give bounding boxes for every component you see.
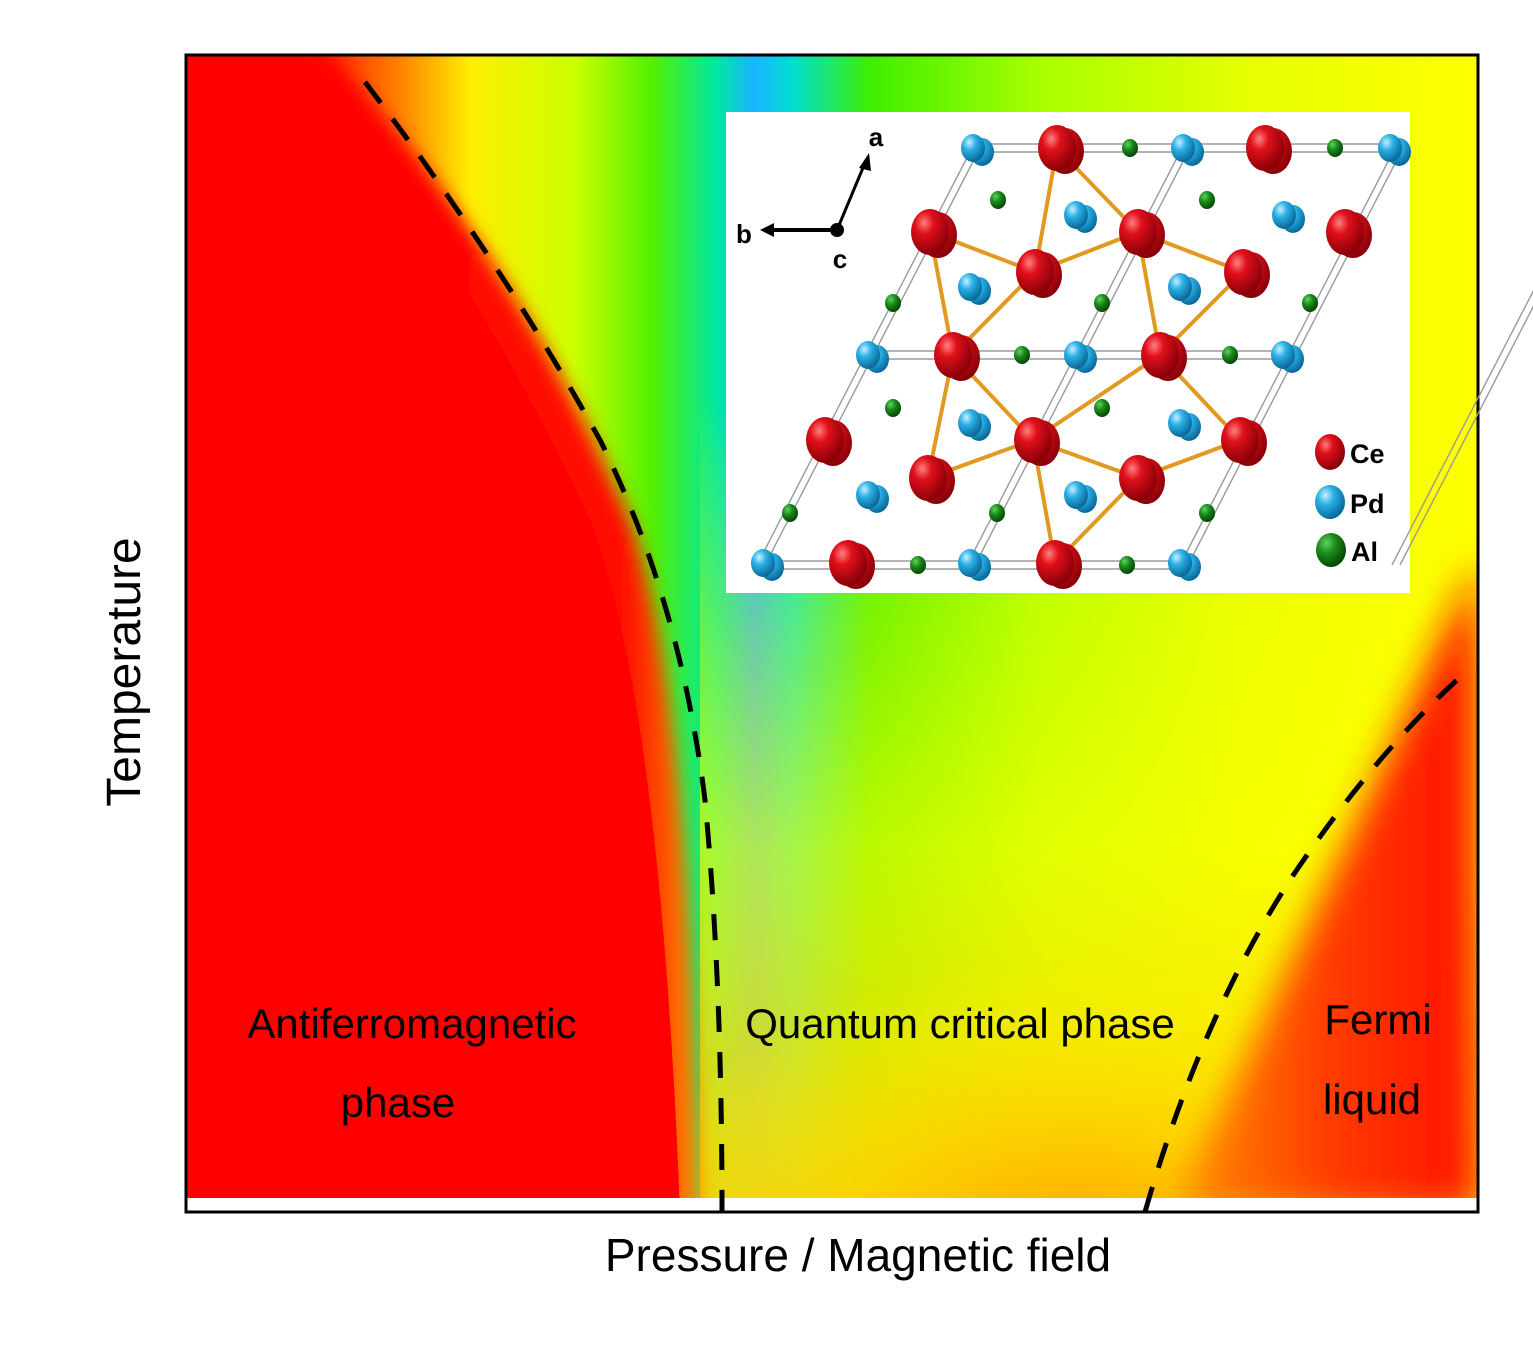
legend-pd-label: Pd — [1350, 489, 1385, 519]
al-atom — [1222, 346, 1238, 364]
antiferromagnetic-core — [186, 55, 680, 1212]
ce-atom — [806, 417, 844, 463]
al-atom — [1199, 504, 1215, 522]
ce-atom — [911, 209, 949, 255]
al-atom — [989, 504, 1005, 522]
al-atom — [910, 556, 926, 574]
fermi-liquid-label-line1: Fermi — [1324, 996, 1431, 1043]
ce-atom — [1326, 209, 1364, 255]
plot-frame — [184, 53, 1480, 1214]
legend-ce-swatch — [1315, 434, 1345, 470]
ce-atom — [1224, 249, 1262, 295]
pd-atom — [1272, 201, 1296, 229]
pd-atom — [856, 341, 880, 369]
pd-atom — [1168, 273, 1192, 301]
al-atom — [1302, 294, 1318, 312]
afm-label-line1: Antiferromagnetic — [247, 1000, 576, 1047]
pd-atom — [958, 273, 982, 301]
al-atom — [885, 399, 901, 417]
c-axis-label: c — [833, 244, 847, 274]
ce-atom — [829, 540, 867, 586]
al-atom — [1094, 399, 1110, 417]
al-atom — [1119, 556, 1135, 574]
pd-atom — [1064, 481, 1088, 509]
al-atom — [1327, 139, 1343, 157]
al-atom — [1199, 191, 1215, 209]
x-axis-label: Pressure / Magnetic field — [605, 1229, 1111, 1281]
al-atom — [1122, 139, 1138, 157]
bottom-white-strip — [186, 1198, 1478, 1212]
pd-atom — [958, 409, 982, 437]
ce-atom — [934, 332, 972, 378]
pd-atom — [961, 134, 985, 162]
pd-atom — [1064, 201, 1088, 229]
pd-atom — [1064, 341, 1088, 369]
ce-atom — [1014, 417, 1052, 463]
fermi-liquid-boundary-dashed — [1142, 678, 1459, 1213]
crystal-structure-inset: a b c Ce Pd Al — [726, 112, 1533, 593]
al-atom — [1094, 294, 1110, 312]
ce-atom — [1221, 417, 1259, 463]
pd-atom — [1168, 409, 1192, 437]
crystal-axes-indicator: a b c — [736, 122, 884, 274]
ce-atom — [1141, 332, 1179, 378]
quantum-critical-label: Quantum critical phase — [745, 1000, 1175, 1047]
fermi-liquid-region — [1175, 560, 1478, 1212]
ce-atom — [1038, 125, 1076, 171]
pd-atom — [1171, 134, 1195, 162]
ce-atom — [1246, 125, 1284, 171]
fermi-liquid-label-line2: liquid — [1323, 1076, 1421, 1123]
a-axis-arrowhead — [859, 153, 871, 171]
legend-al-swatch — [1316, 533, 1346, 567]
ce-ce-bond — [1031, 353, 1162, 442]
afm-boundary-dashed — [363, 80, 725, 1213]
ce-atom — [1016, 249, 1054, 295]
b-axis-arrowhead — [760, 223, 774, 237]
pd-atom — [1378, 134, 1402, 162]
al-atom — [885, 294, 901, 312]
ce-atom — [1119, 455, 1157, 501]
cell-line-d — [1399, 305, 1533, 566]
al-atom — [782, 504, 798, 522]
legend-al-label: Al — [1351, 537, 1378, 567]
al-atom — [1014, 346, 1030, 364]
ce-atom — [1119, 209, 1157, 255]
ce-atom — [1036, 540, 1074, 586]
legend-pd-swatch — [1315, 485, 1345, 519]
pd-atom — [1168, 549, 1192, 577]
legend-ce-label: Ce — [1350, 439, 1385, 469]
ce-atom — [909, 455, 947, 501]
a-axis-arrow — [835, 162, 867, 231]
afm-label-line2: phase — [341, 1079, 455, 1126]
pd-atom — [856, 481, 880, 509]
al-atom — [990, 191, 1006, 209]
a-axis-label: a — [869, 122, 884, 152]
inset-legend: Ce Pd Al — [1315, 434, 1385, 567]
pd-atom — [751, 549, 775, 577]
b-axis-label: b — [736, 219, 752, 249]
pd-atom — [958, 549, 982, 577]
y-axis-label: Temperature — [98, 537, 151, 806]
atoms — [751, 125, 1411, 589]
c-axis-dot — [830, 223, 844, 237]
pd-atom — [1271, 341, 1295, 369]
cell-line-d — [1391, 289, 1533, 566]
